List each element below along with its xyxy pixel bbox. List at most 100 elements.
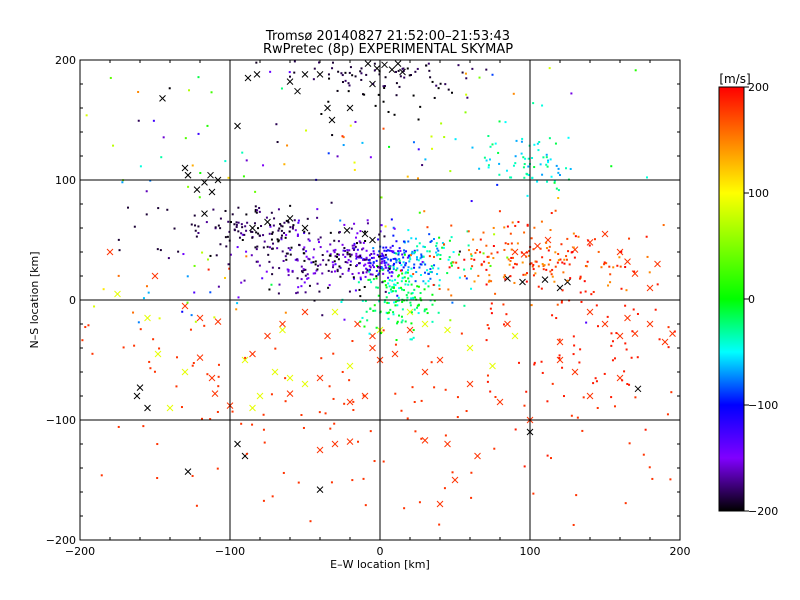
data-point xyxy=(378,250,381,253)
data-point xyxy=(377,273,380,276)
data-point xyxy=(193,186,201,193)
data-point xyxy=(237,230,240,233)
data-point xyxy=(347,269,350,272)
data-point xyxy=(413,266,416,269)
data-point xyxy=(405,250,408,253)
data-point xyxy=(159,249,162,252)
data-point xyxy=(406,67,409,70)
data-point xyxy=(256,209,259,212)
data-point xyxy=(182,253,185,256)
data-point xyxy=(278,267,281,270)
data-point xyxy=(577,235,580,238)
data-point xyxy=(449,319,452,322)
data-point xyxy=(535,260,538,263)
data-point xyxy=(388,292,391,295)
data-point xyxy=(229,253,232,256)
data-point xyxy=(194,229,197,232)
data-point xyxy=(401,300,404,303)
data-point xyxy=(387,317,390,320)
data-point xyxy=(371,273,374,276)
data-point xyxy=(209,254,212,257)
data-point xyxy=(371,264,374,267)
data-point xyxy=(117,238,120,241)
data-point xyxy=(282,259,285,262)
data-point xyxy=(616,248,624,256)
data-point xyxy=(241,151,244,154)
data-point xyxy=(433,299,436,302)
data-point xyxy=(567,136,570,139)
data-point xyxy=(376,253,379,256)
data-point xyxy=(387,266,390,269)
data-point xyxy=(470,253,473,256)
data-point xyxy=(416,177,419,180)
data-point xyxy=(426,312,429,315)
data-point xyxy=(296,234,299,237)
data-point xyxy=(197,225,200,228)
data-point xyxy=(554,142,557,145)
data-point xyxy=(401,276,404,279)
data-point xyxy=(410,322,413,325)
data-point xyxy=(340,301,343,304)
data-point xyxy=(336,268,339,271)
data-point xyxy=(410,237,413,240)
data-point xyxy=(520,152,523,155)
data-point xyxy=(407,283,410,286)
data-point xyxy=(409,304,412,307)
data-point xyxy=(429,268,432,271)
data-point xyxy=(279,223,282,226)
data-point xyxy=(545,153,548,156)
data-point xyxy=(391,350,399,358)
data-point xyxy=(359,241,362,244)
data-point xyxy=(392,268,395,271)
data-point xyxy=(419,263,422,266)
data-point xyxy=(631,270,639,277)
data-point xyxy=(284,400,287,403)
data-point xyxy=(351,340,354,343)
data-point xyxy=(315,269,318,272)
data-point xyxy=(265,216,268,219)
data-point xyxy=(574,235,577,238)
data-point xyxy=(572,523,575,526)
data-point xyxy=(430,239,433,242)
data-point xyxy=(489,307,492,310)
data-point xyxy=(365,267,368,270)
data-point xyxy=(348,84,351,87)
data-point xyxy=(458,250,461,253)
data-point xyxy=(485,283,488,286)
data-point xyxy=(362,394,365,397)
data-point xyxy=(436,254,439,257)
data-point xyxy=(444,440,451,448)
data-point xyxy=(398,259,401,262)
data-point xyxy=(511,248,519,256)
data-point xyxy=(413,296,416,299)
data-point xyxy=(118,249,121,252)
data-point xyxy=(291,270,294,273)
data-point xyxy=(561,289,564,292)
data-point xyxy=(400,321,403,324)
data-point xyxy=(397,296,400,299)
data-point xyxy=(541,276,549,283)
data-point xyxy=(516,242,519,245)
data-point xyxy=(569,167,572,170)
data-point xyxy=(286,268,289,271)
data-point xyxy=(395,261,398,264)
data-point xyxy=(290,246,293,249)
data-point xyxy=(242,175,245,178)
data-point xyxy=(403,253,406,256)
data-point xyxy=(361,93,364,96)
data-point xyxy=(343,223,346,226)
data-point xyxy=(271,495,274,498)
data-point xyxy=(436,247,439,250)
data-point xyxy=(292,224,295,227)
data-point xyxy=(357,440,360,443)
data-point xyxy=(450,262,453,265)
data-point xyxy=(503,274,506,277)
data-point xyxy=(308,258,311,261)
data-point xyxy=(251,236,254,239)
data-point xyxy=(411,292,414,295)
data-point xyxy=(219,243,222,246)
data-point xyxy=(277,208,280,211)
data-point xyxy=(540,360,543,363)
data-point xyxy=(388,279,391,282)
data-point xyxy=(176,356,179,359)
